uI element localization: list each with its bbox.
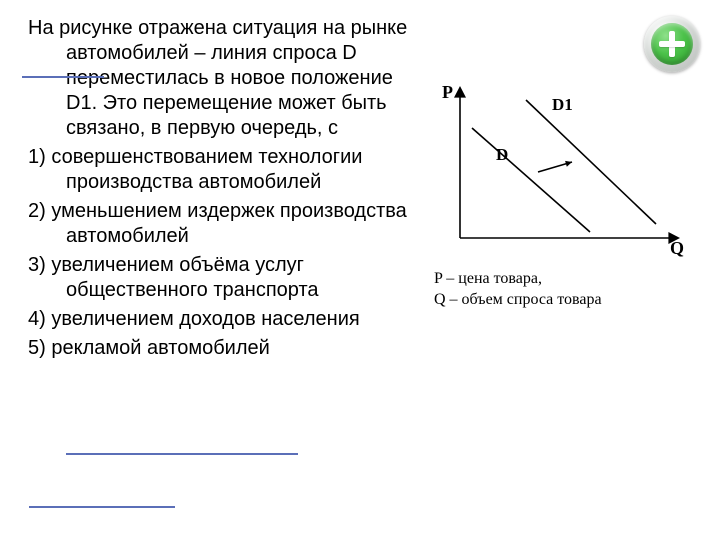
text-column: На рисунке отражена ситуация на рынке ав… [28,16,433,524]
question-prompt: На рисунке отражена ситуация на рынке ав… [28,16,423,141]
chart-svg: P Q D D1 [430,78,690,258]
svg-text:D1: D1 [552,95,573,114]
option-4: 4) увеличением доходов населения [28,307,423,332]
svg-text:Q: Q [670,238,684,258]
option-1-text: совершенствованием технологии производст… [51,146,362,193]
underline-mark [29,506,175,508]
option-4-text: увеличением доходов населения [51,308,359,330]
option-3: 3) увеличением объёма услуг общественног… [28,253,423,303]
option-4-number: 4) [28,308,46,330]
option-1-number: 1) [28,146,46,168]
chart-legend: P – цена товара, Q – объем спроса товара [430,269,700,311]
plus-icon [644,16,700,72]
underline-mark [66,453,298,455]
underline-mark [22,76,104,78]
legend-line-1: P – цена товара, [434,269,700,290]
legend-line-2: Q – объем спроса товара [434,290,700,311]
demand-chart: P Q D D1 P – цена товара, Q – объем спроса … [430,78,700,311]
option-3-number: 3) [28,254,46,276]
option-5-number: 5) [28,337,46,359]
right-column: P Q D D1 P – цена товара, Q – объем спроса … [433,16,702,524]
option-3-text: увеличением объёма услуг общественного т… [51,254,318,301]
option-5-text: рекламой автомобилей [51,337,269,359]
option-2-number: 2) [28,200,46,222]
slide: На рисунке отражена ситуация на рынке ав… [0,0,720,540]
option-1: 1) совершенствованием технологии произво… [28,145,423,195]
option-2-text: уменьшением издержек производства автомо… [51,200,406,247]
svg-text:D: D [496,145,508,164]
svg-text:P: P [442,82,453,102]
option-5: 5) рекламой автомобилей [28,336,423,361]
option-2: 2) уменьшением издержек производства авт… [28,199,423,249]
